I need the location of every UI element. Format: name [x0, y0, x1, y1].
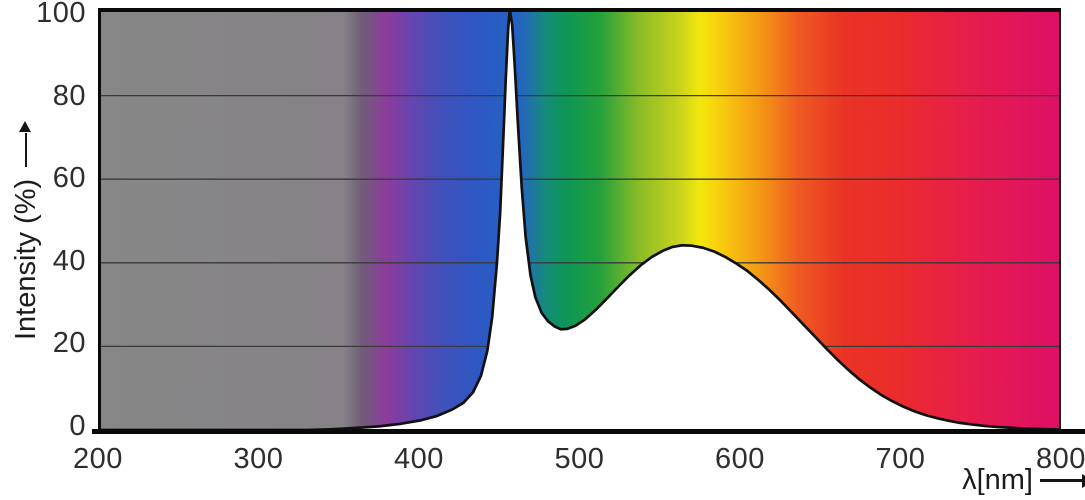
y-axis-title: Intensity (%): [8, 132, 44, 340]
y-tick-label: 60: [52, 162, 86, 195]
under-curve-fill: [101, 12, 1059, 430]
x-axis-title-text: λ[nm]: [962, 464, 1033, 496]
y-tick-label: 100: [36, 0, 86, 29]
y-tick-label: 0: [69, 409, 86, 442]
x-tick-label: 700: [875, 443, 926, 475]
gridlines: [101, 96, 1059, 347]
chart-canvas: [101, 12, 1059, 430]
y-tick-label: 80: [52, 79, 86, 112]
x-tick-label: 600: [715, 443, 765, 475]
x-axis-title: λ[nm]: [962, 464, 1085, 497]
x-tick-label: 800: [1036, 443, 1085, 475]
x-tick-label: 500: [554, 443, 605, 475]
y-axis-title-text: Intensity (%): [9, 178, 42, 340]
y-tick-label: 20: [52, 327, 86, 360]
right-arrow-icon: [1040, 474, 1085, 487]
x-tick-label: 200: [73, 443, 123, 475]
x-tick-label: 400: [394, 443, 444, 475]
spectral-curve: [101, 12, 1059, 430]
x-axis-line: [92, 429, 1085, 434]
y-tick-label: 40: [52, 244, 86, 277]
x-tick-label: 300: [233, 443, 284, 475]
plot-area: [98, 8, 1061, 430]
up-arrow-icon: [24, 132, 28, 167]
